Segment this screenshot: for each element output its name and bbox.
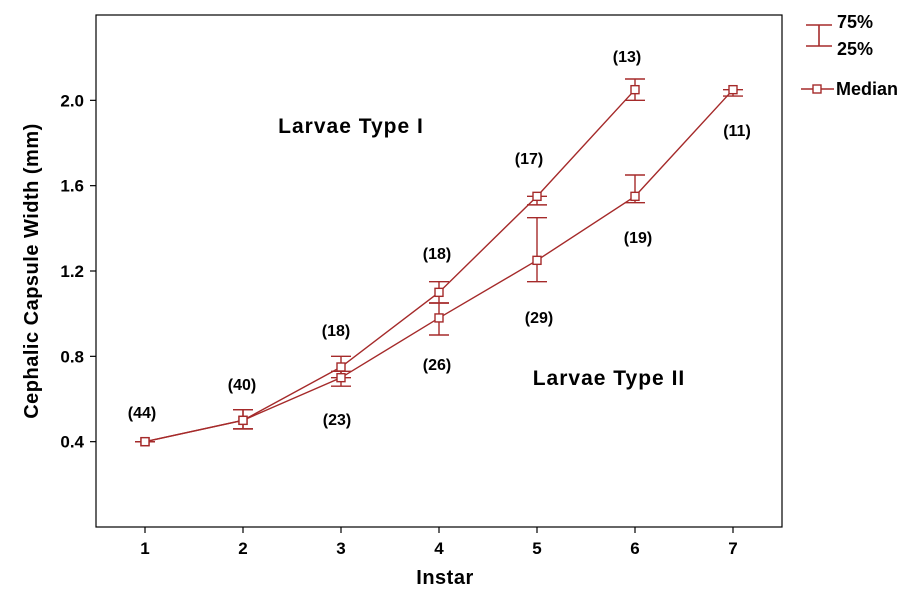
sample-size-label: (11) [723,123,751,140]
y-tick-label: 1.2 [60,262,84,281]
sample-size-label: (18) [322,323,350,340]
x-tick-label: 7 [728,539,737,558]
sample-size-label: (44) [128,405,156,422]
x-tick-label: 5 [532,539,541,558]
sample-size-label: (40) [228,377,256,394]
x-tick-label: 2 [238,539,247,558]
median-marker-type-2 [434,313,444,323]
legend-iqr-symbol [806,24,832,47]
median-marker-type-1 [532,191,542,202]
sample-size-label: (26) [423,357,451,374]
median-marker-type-2 [532,255,542,266]
y-axis-label: Cephalic Capsule Width (mm) [21,123,43,419]
series-layer [135,78,743,447]
y-tick-label: 2.0 [60,91,84,110]
sample-size-label: (18) [423,246,451,263]
sample-size-label: (13) [613,49,641,66]
series-name-type-1: Larvae Type I [278,115,424,138]
y-tick-label: 0.8 [60,347,84,366]
x-axis-label: Instar [416,567,473,589]
median-marker-type-1 [434,287,444,298]
median-marker-type-2 [140,436,150,447]
x-tick-label: 4 [434,539,444,558]
sample-size-label: (29) [525,310,553,327]
sample-size-label: (19) [624,230,652,247]
median-marker-type-2 [238,415,248,426]
y-tick-label: 0.4 [60,433,84,452]
median-marker-type-1 [336,362,346,372]
legend-median-symbol [801,84,834,94]
plot-frame [95,14,783,528]
sample-size-label: (23) [323,412,351,429]
x-tick-label: 3 [336,539,345,558]
median-marker-type-2 [336,372,346,383]
ticks-layer: 1 2 3 4 5 6 7 0.4 0.8 1.2 1.6 2.0 [60,91,737,558]
series-type-2 [135,84,743,447]
legend-25-label: 25% [837,39,873,59]
y-tick-label: 1.6 [60,177,84,196]
labels-layer: (44) (40) (18) (18) (17) (13) (23) (26) (29) (19)… [128,49,751,429]
legend-median-label: Median [836,79,898,99]
legend-median-marker [812,84,822,94]
series-name-type-2: Larvae Type II [533,367,686,390]
median-marker-type-1 [630,84,640,95]
x-tick-label: 1 [140,539,149,558]
legend-75-label: 75% [837,12,873,32]
median-marker-type-2 [630,191,640,202]
x-tick-label: 6 [630,539,639,558]
sample-size-label: (17) [515,151,543,168]
median-marker-type-2 [728,84,738,95]
legend: 75% 25% Median [801,12,898,99]
